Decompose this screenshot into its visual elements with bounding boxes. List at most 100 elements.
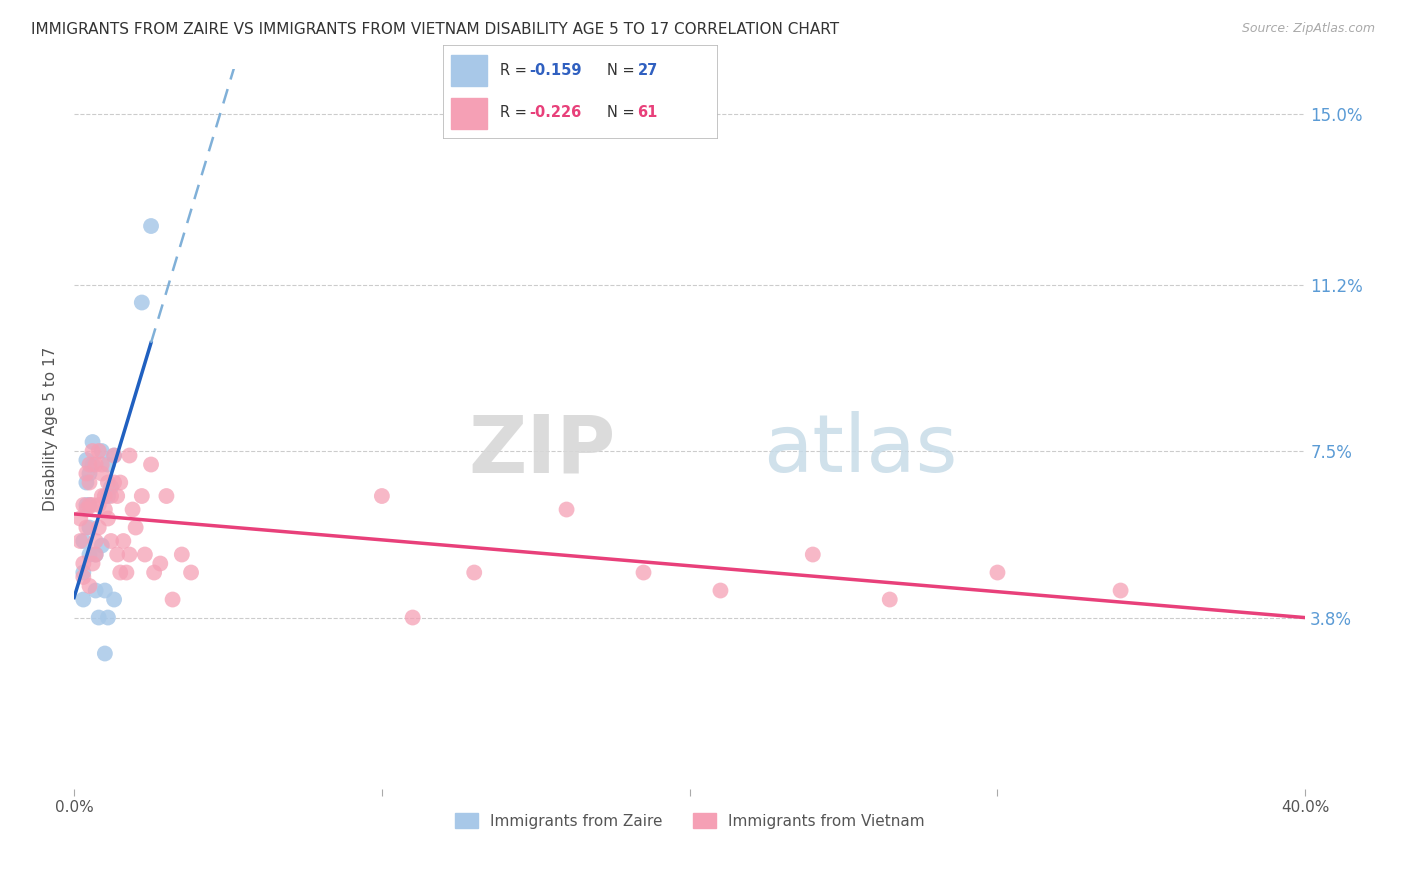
Point [633, 566, 655, 580]
Point [103, 449, 125, 463]
Point [79, 458, 101, 472]
Point [75, 453, 97, 467]
Point [1109, 583, 1132, 598]
Point [97, 475, 120, 490]
Point [100, 480, 122, 494]
Text: -0.159: -0.159 [529, 63, 582, 78]
Point [103, 592, 125, 607]
Text: atlas: atlas [763, 411, 957, 489]
Point [79, 498, 101, 512]
Point [180, 566, 202, 580]
Point [84, 548, 107, 562]
Point [90, 458, 112, 472]
Point [97, 458, 120, 472]
Point [555, 502, 578, 516]
Point [110, 475, 132, 490]
Point [79, 498, 101, 512]
Point [87, 498, 110, 512]
Point [134, 548, 156, 562]
Point [103, 449, 125, 463]
Point [82, 444, 104, 458]
Text: -0.226: -0.226 [529, 105, 582, 120]
Point [105, 548, 128, 562]
Point [801, 548, 824, 562]
Text: N =: N = [607, 105, 640, 120]
Point [90, 539, 112, 553]
Point [79, 520, 101, 534]
Point [170, 548, 193, 562]
Point [72, 566, 94, 580]
Point [75, 467, 97, 481]
Point [879, 592, 901, 607]
Point [105, 489, 128, 503]
Text: ZIP: ZIP [468, 411, 616, 489]
Point [79, 548, 101, 562]
Text: Source: ZipAtlas.com: Source: ZipAtlas.com [1241, 22, 1375, 36]
Point [75, 498, 97, 512]
Point [79, 475, 101, 490]
Point [69, 511, 91, 525]
Point [100, 534, 122, 549]
Text: 27: 27 [637, 63, 658, 78]
Point [72, 570, 94, 584]
Point [402, 610, 425, 624]
Point [94, 489, 117, 503]
Bar [451, 55, 486, 86]
Point [84, 548, 107, 562]
Text: 61: 61 [637, 105, 658, 120]
Point [97, 610, 120, 624]
Point [118, 548, 141, 562]
Point [131, 489, 153, 503]
Point [87, 444, 110, 458]
Point [72, 557, 94, 571]
Point [75, 520, 97, 534]
Point [94, 647, 117, 661]
Point [139, 219, 162, 233]
Point [87, 520, 110, 534]
Legend: Immigrants from Zaire, Immigrants from Vietnam: Immigrants from Zaire, Immigrants from V… [449, 806, 931, 835]
Point [162, 592, 184, 607]
Point [463, 566, 485, 580]
Point [100, 489, 122, 503]
Point [124, 520, 146, 534]
Point [94, 583, 117, 598]
Text: N =: N = [607, 63, 640, 78]
Point [110, 566, 132, 580]
Point [143, 566, 166, 580]
Point [84, 583, 107, 598]
Point [82, 557, 104, 571]
Point [82, 458, 104, 472]
Point [155, 489, 177, 503]
Point [90, 444, 112, 458]
Point [84, 458, 107, 472]
Point [94, 502, 117, 516]
Text: IMMIGRANTS FROM ZAIRE VS IMMIGRANTS FROM VIETNAM DISABILITY AGE 5 TO 17 CORRELAT: IMMIGRANTS FROM ZAIRE VS IMMIGRANTS FROM… [31, 22, 839, 37]
Point [149, 557, 172, 571]
Point [986, 566, 1008, 580]
Point [90, 467, 112, 481]
Point [112, 534, 135, 549]
Point [69, 534, 91, 549]
Point [90, 489, 112, 503]
Y-axis label: Disability Age 5 to 17: Disability Age 5 to 17 [44, 346, 58, 510]
Point [72, 592, 94, 607]
Point [79, 579, 101, 593]
Point [97, 511, 120, 525]
Point [82, 498, 104, 512]
Point [72, 498, 94, 512]
Bar [451, 98, 486, 129]
Point [118, 449, 141, 463]
Point [97, 489, 120, 503]
Text: R =: R = [501, 63, 531, 78]
Point [139, 458, 162, 472]
Point [75, 502, 97, 516]
Point [709, 583, 731, 598]
Point [371, 489, 394, 503]
Point [103, 475, 125, 490]
Point [72, 534, 94, 549]
Point [75, 475, 97, 490]
Point [115, 566, 138, 580]
Point [79, 467, 101, 481]
Text: R =: R = [501, 105, 531, 120]
Point [84, 534, 107, 549]
